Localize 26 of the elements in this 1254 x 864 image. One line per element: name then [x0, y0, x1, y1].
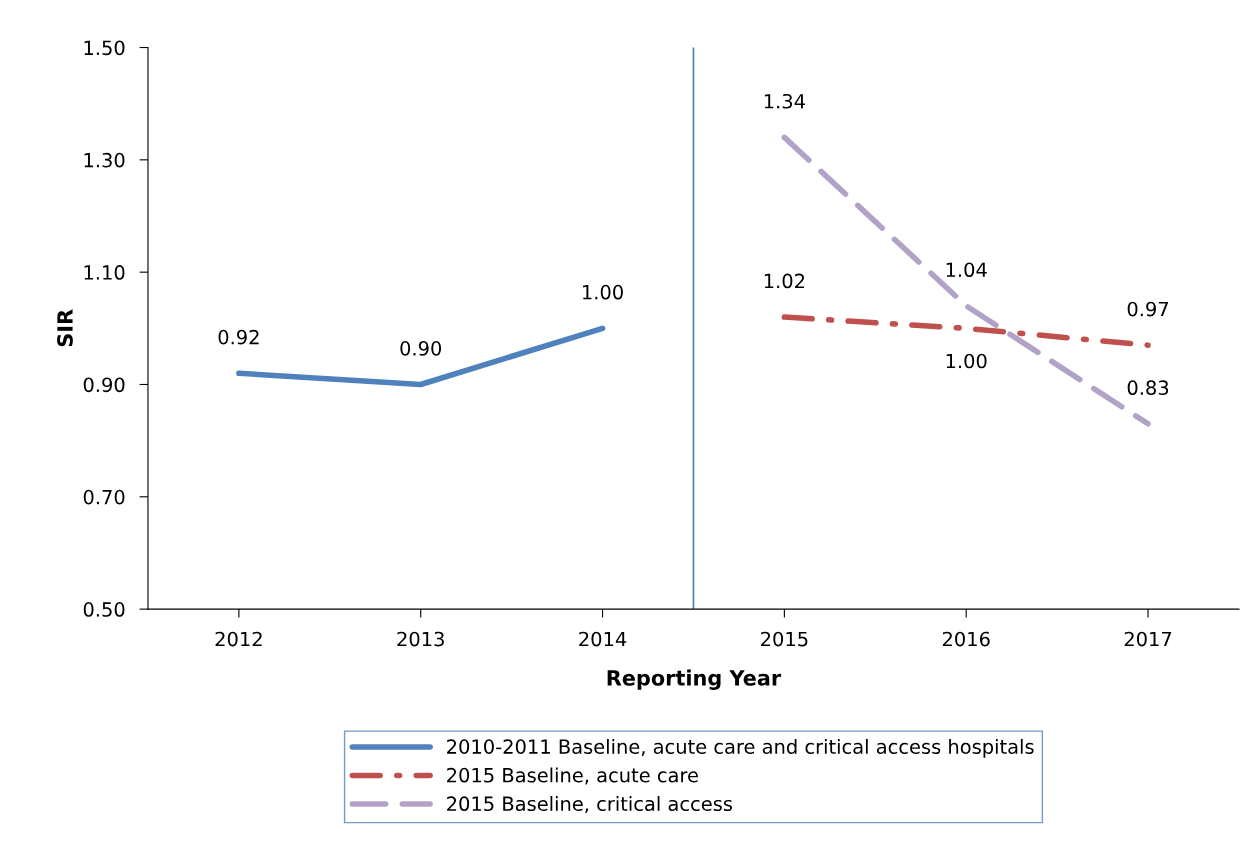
data-label: 1.04	[946, 262, 987, 278]
x-tick-label: 2015	[761, 631, 808, 647]
x-tick-label: 2016	[942, 631, 990, 647]
y-tick-label: 1.50	[84, 40, 125, 56]
y-tick-label: 1.10	[84, 265, 125, 280]
legend-label: 2015 Baseline, critical access	[447, 796, 733, 814]
data-label: 0.92	[218, 329, 259, 345]
x-tick-label: 2014	[579, 631, 627, 647]
y-tick-label: 0.50	[83, 602, 125, 617]
data-label: 0.97	[1127, 301, 1169, 317]
x-tick-label: 2013	[397, 631, 444, 647]
data-label: 0.83	[1127, 380, 1169, 396]
legend-label: 2010-2011 Baseline, acute care and critical access hospitals	[447, 738, 1034, 758]
data-label: 1.34	[764, 93, 805, 109]
x-tick-label: 2017	[1124, 631, 1172, 647]
legend-label: 2015 Baseline, acute care	[447, 767, 698, 785]
y-tick-label: 0.90	[83, 377, 125, 393]
x-axis-title: Reporting Year	[607, 669, 782, 690]
y-axis-title: SIR	[57, 309, 73, 347]
data-label: 1.02	[764, 273, 805, 289]
y-tick-label: 0.70	[83, 489, 125, 505]
data-label: 1.00	[946, 353, 987, 369]
y-tick-label: 1.30	[84, 152, 125, 168]
data-label: 0.90	[400, 341, 442, 356]
x-tick-label: 2012	[215, 631, 262, 647]
data-label: 1.00	[583, 284, 623, 300]
